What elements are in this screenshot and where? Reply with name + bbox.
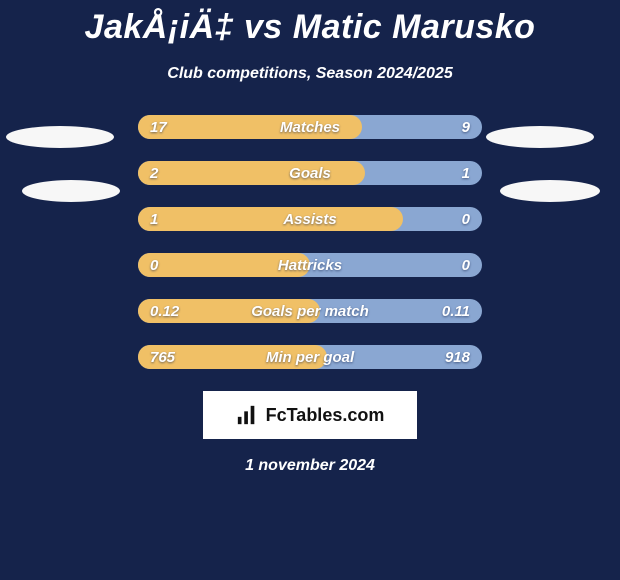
- stat-row-assists: 1Assists0: [138, 207, 482, 231]
- stat-row-hattricks: 0Hattricks0: [138, 253, 482, 277]
- brand-logo-icon: [236, 404, 258, 426]
- player-shadow-right-2: [500, 180, 600, 202]
- stat-left-value: 2: [150, 165, 158, 182]
- stats-bars: 17Matches9 2Goals1 1Assists0 0Hattricks0 0.1…: [0, 115, 620, 369]
- brand-text: FcTables.com: [266, 405, 385, 426]
- stat-left-value: 0.12: [150, 303, 179, 320]
- stat-left-value: 1: [150, 211, 158, 228]
- stat-row-min-per-goal: 765Min per goal918: [138, 345, 482, 369]
- stat-right-value: 918: [445, 349, 470, 366]
- page-subtitle: Club competitions, Season 2024/2025: [167, 65, 452, 83]
- stat-row-goals-per-match: 0.12Goals per match0.11: [138, 299, 482, 323]
- stat-row-matches: 17Matches9: [138, 115, 482, 139]
- stat-fill: [138, 115, 362, 139]
- player-shadow-right-1: [486, 126, 594, 148]
- stat-right-value: 0.11: [442, 303, 470, 320]
- stat-fill: [138, 253, 310, 277]
- stat-left-value: 765: [150, 349, 175, 366]
- page-title: JakÅ¡iÄ‡ vs Matic Marusko: [85, 8, 536, 47]
- stat-left-value: 17: [150, 119, 167, 136]
- stat-left-value: 0: [150, 257, 158, 274]
- brand-box: FcTables.com: [203, 391, 417, 439]
- stat-right-value: 0: [462, 257, 470, 274]
- stat-right-value: 0: [462, 211, 470, 228]
- stat-right-value: 9: [462, 119, 470, 136]
- stat-right-value: 1: [462, 165, 470, 182]
- footer-date: 1 november 2024: [245, 457, 375, 475]
- root: JakÅ¡iÄ‡ vs Matic Marusko Club competiti…: [0, 0, 620, 580]
- stat-fill: [138, 161, 365, 185]
- player-shadow-left-2: [22, 180, 120, 202]
- stat-row-goals: 2Goals1: [138, 161, 482, 185]
- stat-fill: [138, 207, 403, 231]
- player-shadow-left-1: [6, 126, 114, 148]
